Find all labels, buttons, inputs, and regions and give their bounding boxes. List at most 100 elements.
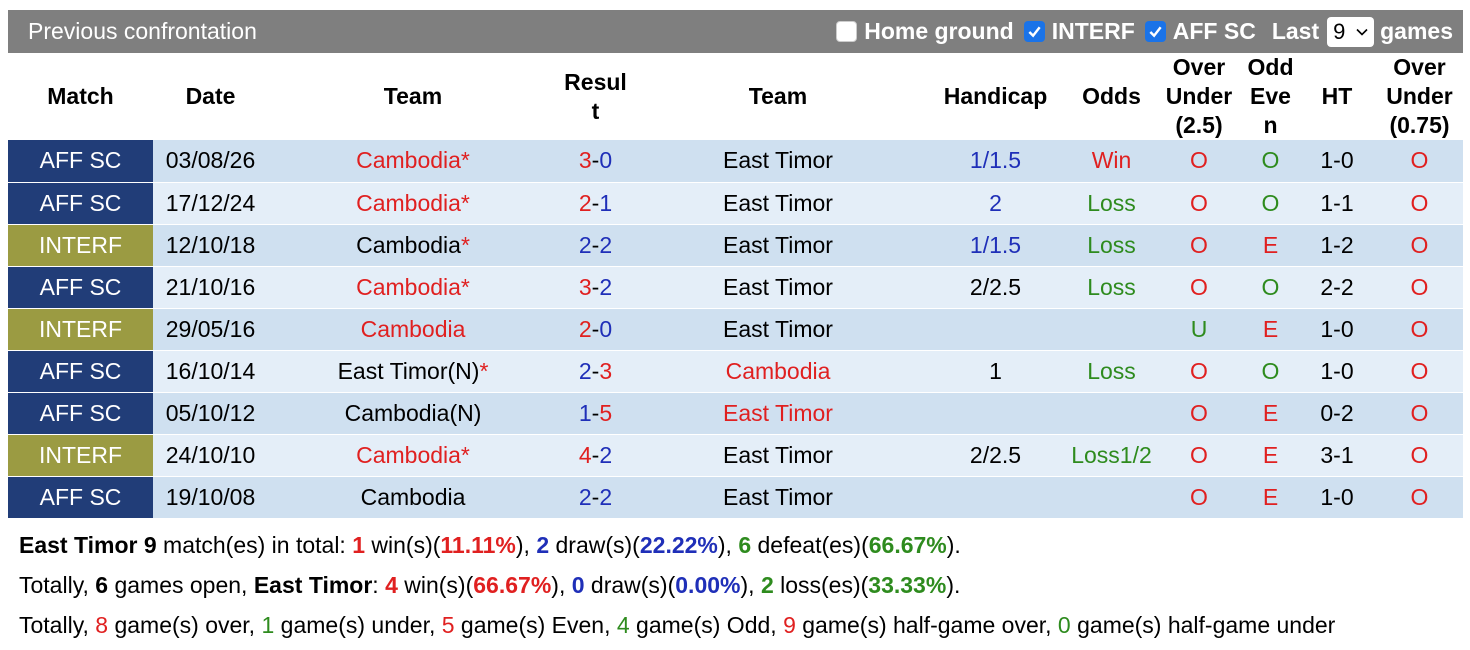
- home-team-name[interactable]: Cambodia(N): [344, 399, 482, 426]
- match-type-cell[interactable]: AFF SC: [8, 182, 153, 225]
- home-team-name[interactable]: East Timor(N): [337, 357, 480, 384]
- away-team-name[interactable]: East Timor: [723, 273, 833, 300]
- away-team-cell[interactable]: East Timor: [633, 434, 923, 477]
- odd-even-cell: O: [1243, 266, 1298, 309]
- away-team-cell[interactable]: East Timor: [633, 224, 923, 267]
- home-team-name[interactable]: Cambodia*: [356, 147, 470, 174]
- home-team-cell[interactable]: Cambodia*: [268, 434, 558, 477]
- chevron-down-icon: [1356, 28, 1368, 36]
- home-team-name[interactable]: Cambodia*: [356, 189, 470, 216]
- away-team-name[interactable]: Cambodia: [725, 357, 831, 384]
- summary-segment: win(s)(: [397, 572, 474, 598]
- summary-segment: game(s) Even,: [454, 612, 617, 638]
- result-cell[interactable]: 3-2: [558, 266, 633, 309]
- home-team-cell[interactable]: Cambodia*: [268, 224, 558, 267]
- summary-segment: game(s) half-game under: [1070, 612, 1336, 638]
- table-row[interactable]: AFF SC 19/10/08 Cambodia 2-2 East Timor O E 1-0…: [8, 476, 1463, 519]
- date-cell: 29/05/16: [153, 308, 268, 351]
- away-team-name[interactable]: East Timor: [723, 315, 833, 342]
- away-team-name[interactable]: East Timor: [723, 147, 833, 174]
- away-team-cell[interactable]: East Timor: [633, 182, 923, 225]
- away-team-cell[interactable]: East Timor: [633, 140, 923, 183]
- summary-segment: 0.00%: [675, 572, 741, 598]
- match-type-cell[interactable]: INTERF: [8, 224, 153, 267]
- result-cell[interactable]: 2-2: [558, 224, 633, 267]
- away-team-name[interactable]: East Timor: [723, 483, 833, 510]
- odd-even-cell: O: [1243, 350, 1298, 393]
- away-goals: 3: [599, 357, 613, 384]
- home-team-cell[interactable]: Cambodia(N): [268, 392, 558, 435]
- result-cell[interactable]: 2-3: [558, 350, 633, 393]
- home-goals: 3: [578, 147, 592, 174]
- away-team-name[interactable]: East Timor: [723, 399, 833, 426]
- match-type-cell[interactable]: AFF SC: [8, 266, 153, 309]
- away-team-name[interactable]: East Timor: [723, 189, 833, 216]
- home-team-name[interactable]: Cambodia: [356, 231, 461, 258]
- result-cell[interactable]: 4-2: [558, 434, 633, 477]
- home-team-cell[interactable]: Cambodia: [268, 476, 558, 519]
- table-row[interactable]: INTERF 12/10/18 Cambodia* 2-2 East Timor 1/1.…: [8, 224, 1463, 267]
- over-under-cell: O: [1155, 266, 1243, 309]
- aff-sc-checkbox[interactable]: [1144, 21, 1166, 42]
- half-time-cell: 1-0: [1298, 140, 1376, 183]
- table-row[interactable]: AFF SC 05/10/12 Cambodia(N) 1-5 East Timor O E…: [8, 392, 1463, 435]
- over-under-cell: U: [1155, 308, 1243, 351]
- result-cell[interactable]: 2-2: [558, 476, 633, 519]
- away-team-name[interactable]: East Timor: [723, 231, 833, 258]
- table-row[interactable]: AFF SC 03/08/26 Cambodia* 3-0 East Timor 1/1.…: [8, 140, 1463, 183]
- games-count-select[interactable]: 9: [1327, 16, 1375, 47]
- panel-header: Previous confrontation Home ground INTER…: [8, 10, 1463, 53]
- col-match: Match: [8, 53, 153, 140]
- away-team-name[interactable]: East Timor: [723, 441, 833, 468]
- summary-line-handicap: Totally, 6 games open, East Timor: 4 win…: [19, 565, 1335, 605]
- table-row[interactable]: INTERF 29/05/16 Cambodia 2-0 East Timor U E 1-0…: [8, 308, 1463, 351]
- away-team-cell[interactable]: East Timor: [633, 476, 923, 519]
- result-cell[interactable]: 2-0: [558, 308, 633, 351]
- match-type-cell[interactable]: AFF SC: [8, 392, 153, 435]
- home-team-name[interactable]: Cambodia*: [356, 441, 470, 468]
- table-row[interactable]: AFF SC 16/10/14 East Timor(N)* 2-3 Cambodia 1…: [8, 350, 1463, 393]
- games-count-value: 9: [1333, 18, 1346, 44]
- result-cell[interactable]: 3-0: [558, 140, 633, 183]
- summary-segment: 1: [261, 612, 275, 638]
- home-team-cell[interactable]: Cambodia*: [268, 140, 558, 183]
- home-ground-checkbox[interactable]: [836, 21, 858, 42]
- date-cell: 17/12/24: [153, 182, 268, 225]
- date-cell: 24/10/10: [153, 434, 268, 477]
- summary-segment: 33.33%: [868, 572, 947, 598]
- match-type-cell[interactable]: AFF SC: [8, 476, 153, 519]
- summary-segment: Totally,: [19, 612, 96, 638]
- col-team-away: Team: [633, 53, 923, 140]
- match-type-cell[interactable]: INTERF: [8, 434, 153, 477]
- home-goals: 2: [578, 483, 592, 510]
- interf-checkbox[interactable]: [1023, 21, 1045, 42]
- table-body: AFF SC 03/08/26 Cambodia* 3-0 East Timor 1/1.…: [8, 140, 1463, 519]
- home-team-cell[interactable]: East Timor(N)*: [268, 350, 558, 393]
- home-team-cell[interactable]: Cambodia: [268, 308, 558, 351]
- table-row[interactable]: AFF SC 17/12/24 Cambodia* 2-1 East Timor 2 Los…: [8, 182, 1463, 225]
- games-label: games: [1380, 18, 1453, 44]
- result-cell[interactable]: 1-5: [558, 392, 633, 435]
- filter-aff-sc[interactable]: AFF SC: [1144, 18, 1256, 45]
- away-team-cell[interactable]: East Timor: [633, 308, 923, 351]
- away-team-cell[interactable]: Cambodia: [633, 350, 923, 393]
- home-team-name[interactable]: Cambodia*: [356, 273, 470, 300]
- home-team-name[interactable]: Cambodia: [360, 315, 466, 342]
- half-time-cell: 1-0: [1298, 350, 1376, 393]
- filter-interf[interactable]: INTERF: [1023, 18, 1135, 45]
- result-cell[interactable]: 2-1: [558, 182, 633, 225]
- summary-segment: 11.11%: [440, 532, 516, 558]
- match-type-cell[interactable]: AFF SC: [8, 140, 153, 183]
- match-type-cell[interactable]: INTERF: [8, 308, 153, 351]
- table-row[interactable]: AFF SC 21/10/16 Cambodia* 3-2 East Timor 2/2.…: [8, 266, 1463, 309]
- filter-home-ground[interactable]: Home ground: [836, 18, 1014, 45]
- home-team-cell[interactable]: Cambodia*: [268, 266, 558, 309]
- match-type-cell[interactable]: AFF SC: [8, 350, 153, 393]
- odd-even-cell: E: [1243, 392, 1298, 435]
- home-team-cell[interactable]: Cambodia*: [268, 182, 558, 225]
- away-team-cell[interactable]: East Timor: [633, 266, 923, 309]
- home-team-name[interactable]: Cambodia: [360, 483, 466, 510]
- away-team-cell[interactable]: East Timor: [633, 392, 923, 435]
- odds-result-cell: [1068, 476, 1155, 519]
- table-row[interactable]: INTERF 24/10/10 Cambodia* 4-2 East Timor 2/2.…: [8, 434, 1463, 477]
